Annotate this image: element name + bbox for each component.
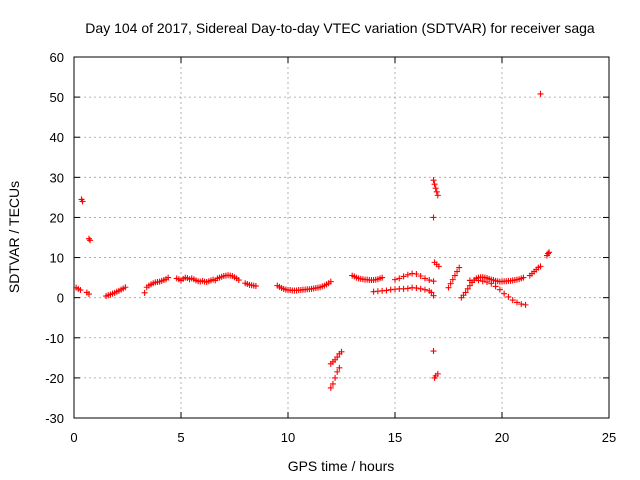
data-point <box>505 293 512 300</box>
data-point <box>456 264 463 271</box>
y-tick-label: -30 <box>45 411 64 426</box>
data-point <box>496 286 503 293</box>
data-point <box>454 268 461 275</box>
data-point <box>413 285 420 292</box>
data-point <box>430 292 437 299</box>
data-point <box>141 289 148 296</box>
data-point <box>338 348 345 355</box>
data-point <box>430 177 437 184</box>
y-tick-label: 0 <box>57 291 64 306</box>
data-point <box>537 263 544 270</box>
x-tick-label: 25 <box>602 430 616 445</box>
x-tick-label: 20 <box>495 430 509 445</box>
data-point <box>428 289 435 296</box>
y-tick-label: 20 <box>50 210 64 225</box>
y-tick-label: 40 <box>50 130 64 145</box>
data-point <box>334 368 341 375</box>
data-point <box>492 283 499 290</box>
data-point <box>252 283 259 290</box>
data-point <box>434 370 441 377</box>
data-point <box>537 90 544 97</box>
grid-lines <box>74 57 609 418</box>
data-point <box>413 271 420 278</box>
data-point <box>383 287 390 294</box>
data-point <box>447 280 454 287</box>
x-tick-label: 15 <box>388 430 402 445</box>
y-tick-labels: -30 -20 -10 0 10 20 30 40 50 60 <box>45 50 64 426</box>
y-tick-label: 60 <box>50 50 64 65</box>
chart-title: Day 104 of 2017, Sidereal Day-to-day VTE… <box>85 20 595 36</box>
data-point <box>165 274 172 281</box>
data-point <box>522 301 529 308</box>
data-point <box>430 214 437 221</box>
data-point <box>392 276 398 283</box>
data-point <box>421 275 428 282</box>
x-tick-label: 5 <box>177 430 184 445</box>
x-tick-label: 0 <box>70 430 77 445</box>
data-point <box>379 274 386 281</box>
data-point <box>433 188 440 195</box>
y-tick-label: 10 <box>50 251 64 266</box>
data-point <box>513 299 520 306</box>
y-tick-label: 50 <box>50 90 64 105</box>
y-tick-label: -20 <box>45 371 64 386</box>
data-point <box>79 198 86 205</box>
data-point <box>484 279 491 286</box>
data-point <box>466 282 473 289</box>
data-point <box>87 237 94 244</box>
data-point <box>85 291 92 298</box>
x-tick-label: 10 <box>281 430 295 445</box>
x-tick-labels: 0 5 10 15 20 25 <box>70 430 616 445</box>
data-point <box>501 290 508 297</box>
data-point <box>235 277 242 284</box>
data-point <box>462 289 469 296</box>
data-point <box>475 277 482 284</box>
data-point <box>432 185 439 192</box>
data-point <box>417 285 424 292</box>
data-point <box>417 273 424 280</box>
data-point <box>332 374 339 381</box>
data-point <box>430 278 437 285</box>
data-point <box>404 285 411 292</box>
x-axis-label: GPS time / hours <box>288 458 395 474</box>
data-point <box>327 278 334 285</box>
data-point <box>400 273 407 280</box>
data-point <box>545 250 552 257</box>
data-point <box>122 284 129 291</box>
data-points <box>73 90 553 391</box>
data-point <box>451 272 458 279</box>
y-axis-label: SDTVAR / TECUs <box>6 181 22 293</box>
data-point <box>434 192 441 199</box>
y-tick-label: 30 <box>50 170 64 185</box>
data-point <box>334 354 341 361</box>
data-point <box>509 297 516 304</box>
data-point <box>431 181 438 188</box>
data-point <box>445 284 452 291</box>
data-point <box>404 271 411 278</box>
data-point <box>430 348 437 355</box>
data-point <box>426 277 433 284</box>
y-tick-label: -10 <box>45 331 64 346</box>
data-point <box>479 278 486 285</box>
data-point <box>546 249 553 256</box>
data-point <box>449 276 456 283</box>
data-point <box>435 263 442 270</box>
data-point <box>488 280 495 287</box>
plot-frame <box>73 56 610 419</box>
data-point <box>421 286 428 293</box>
data-point <box>77 287 84 294</box>
data-point <box>327 384 334 391</box>
data-point <box>336 364 343 371</box>
data-point <box>520 274 527 281</box>
data-point <box>329 380 336 387</box>
data-point <box>464 285 471 292</box>
data-point <box>396 275 403 282</box>
data-point <box>518 301 525 308</box>
